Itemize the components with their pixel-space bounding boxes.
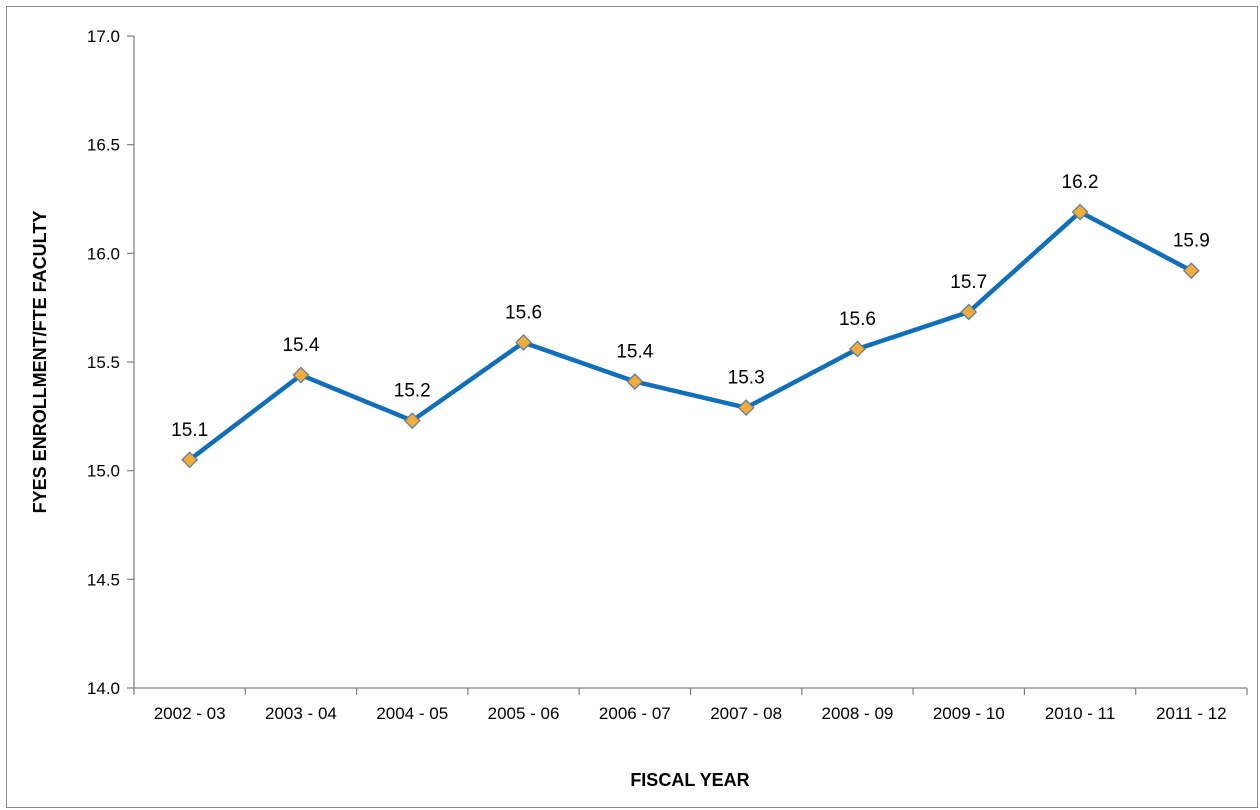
x-tick-label: 2004 - 05 xyxy=(376,704,448,723)
data-label: 15.4 xyxy=(616,342,653,363)
data-label: 15.7 xyxy=(950,272,987,293)
chart-frame xyxy=(6,6,1258,808)
x-tick-label: 2009 - 10 xyxy=(933,704,1005,723)
data-label: 16.2 xyxy=(1062,172,1099,193)
data-point-marker xyxy=(181,451,199,469)
series-line xyxy=(187,209,1194,463)
y-tick-label: 14.0 xyxy=(87,679,120,698)
data-point-marker xyxy=(1182,262,1200,280)
x-tick-label: 2010 - 11 xyxy=(1045,704,1116,723)
data-point-marker xyxy=(737,399,755,417)
y-axis-title: FYES ENROLLMENT/FTE FACULTY xyxy=(30,211,50,514)
y-tick-label: 14.5 xyxy=(87,570,120,589)
x-ticks: 2002 - 03 2003 - 04 2004 - 05 2005 - 06 2006… xyxy=(133,688,1248,723)
series: 15.1 15.4 15.2 15.6 15.4 15.3 15.6 15.7 16.2 15.9 xyxy=(171,172,1210,469)
y-tick-label: 15.5 xyxy=(87,353,120,372)
data-label: 15.4 xyxy=(282,335,319,356)
y-ticks: 14.0 14.5 15.0 15.5 16.0 16.5 17.0 xyxy=(87,27,134,698)
x-tick-label: 2006 - 07 xyxy=(599,704,671,723)
data-label: 15.3 xyxy=(728,368,765,389)
y-tick-label: 17.0 xyxy=(87,27,120,46)
data-point-marker xyxy=(960,303,978,321)
y-tick-label: 15.0 xyxy=(87,462,120,481)
data-point-marker xyxy=(626,373,644,390)
data-label: 15.6 xyxy=(505,302,542,323)
data-label: 15.9 xyxy=(1173,231,1210,252)
x-tick-label: 2005 - 06 xyxy=(488,704,560,723)
data-label: 15.2 xyxy=(394,381,431,402)
x-tick-label: 2002 - 03 xyxy=(154,704,226,723)
data-point-marker xyxy=(403,412,421,430)
data-point-marker xyxy=(849,340,866,358)
axes xyxy=(133,36,1247,689)
x-tick-label: 2008 - 09 xyxy=(822,704,894,723)
data-label: 15.6 xyxy=(839,309,876,330)
data-point-marker xyxy=(515,334,532,351)
x-tick-label: 2003 - 04 xyxy=(265,704,337,723)
data-point-marker xyxy=(292,366,310,384)
data-point-marker xyxy=(1071,203,1089,221)
x-tick-label: 2011 - 12 xyxy=(1156,704,1227,723)
x-axis-title: FISCAL YEAR xyxy=(630,770,749,790)
data-label: 15.1 xyxy=(171,420,208,441)
y-tick-label: 16.5 xyxy=(87,136,120,155)
y-tick-label: 16.0 xyxy=(87,244,120,263)
x-tick-label: 2007 - 08 xyxy=(710,704,782,723)
